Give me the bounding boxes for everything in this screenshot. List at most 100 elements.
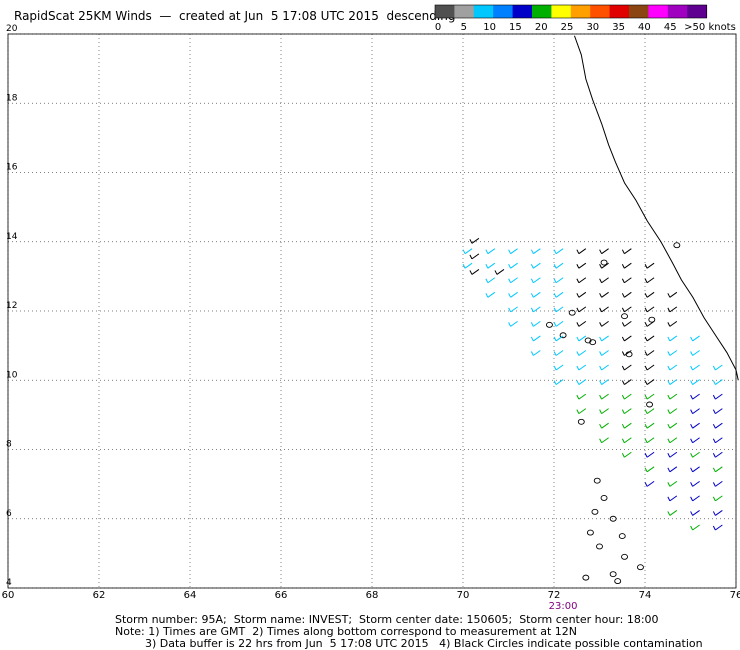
wind-barb — [530, 320, 541, 327]
island-outline — [568, 309, 576, 316]
wind-barb — [667, 495, 678, 502]
wind-barb — [644, 364, 655, 371]
legend-swatch — [454, 5, 475, 18]
wind-barb — [644, 350, 655, 356]
wind-barb — [690, 335, 700, 342]
wind-barb-shaft — [471, 269, 480, 275]
wind-barb-feather — [621, 453, 625, 458]
wind-barb — [599, 437, 609, 444]
wind-barb — [667, 335, 678, 342]
wind-barb — [462, 248, 473, 255]
island-outline — [614, 578, 622, 585]
wind-barb-shaft — [601, 277, 609, 284]
wind-barb-shaft — [715, 393, 723, 400]
wind-barb — [494, 269, 505, 275]
wind-barb — [644, 379, 655, 385]
wind-barb — [621, 422, 632, 429]
island-outline — [600, 259, 608, 266]
wind-barb-shaft — [533, 335, 541, 342]
wind-barb-feather — [644, 438, 648, 443]
wind-barb-feather — [644, 409, 648, 414]
wind-barb-shaft — [624, 248, 632, 255]
wind-barb-shaft — [624, 320, 632, 327]
island-outline — [577, 418, 585, 425]
wind-barb — [690, 495, 700, 502]
legend-swatch — [629, 5, 649, 18]
wind-barb-shaft — [578, 364, 587, 371]
wind-barb-feather — [644, 351, 648, 356]
island-outline — [586, 529, 594, 536]
wind-barb-shaft — [624, 393, 632, 400]
wind-barb-feather — [667, 365, 671, 371]
wind-barb-feather — [621, 365, 625, 371]
wind-barb-shaft — [601, 291, 609, 298]
island-outline — [673, 242, 681, 249]
wind-barb-feather — [712, 423, 716, 429]
wind-barb-feather — [508, 249, 512, 254]
wind-barb — [621, 451, 632, 458]
wind-barb — [712, 364, 723, 371]
wind-barb-shaft — [601, 408, 609, 415]
wind-barb-feather — [621, 293, 625, 298]
wind-barb-shaft — [555, 291, 564, 298]
wind-barb-feather — [576, 365, 580, 371]
wind-barb-feather — [644, 394, 648, 400]
island-outline — [621, 313, 628, 320]
wind-barb-shaft — [578, 350, 587, 356]
wind-barb-shaft — [715, 510, 723, 516]
wind-barb-feather — [712, 394, 716, 400]
wind-barb-feather — [530, 307, 534, 313]
wind-barb — [599, 408, 609, 415]
wind-barb-shaft — [533, 277, 541, 284]
wind-barb — [530, 291, 541, 298]
time-label: 23:00 — [549, 601, 578, 612]
wind-barb-feather — [576, 380, 580, 385]
wind-barb — [644, 480, 655, 487]
wind-barb-shaft — [646, 350, 655, 356]
wind-barb-shaft — [601, 335, 609, 342]
wind-barb-shaft — [555, 277, 564, 284]
wind-barb-feather — [530, 351, 534, 356]
x-tick-label: 60 — [2, 590, 15, 601]
wind-barb-shaft — [692, 379, 700, 385]
wind-barb — [644, 451, 655, 458]
wind-barb — [621, 277, 632, 284]
wind-barb-shaft — [555, 248, 564, 255]
wind-barb-feather — [621, 409, 625, 414]
wind-barb-feather — [644, 336, 648, 342]
wind-barb-shaft — [692, 451, 700, 458]
wind-barb — [553, 291, 564, 298]
wind-barb-feather — [599, 307, 603, 313]
wind-barb-shaft — [692, 480, 700, 487]
wind-barb-shaft — [624, 335, 632, 342]
wind-barb-shaft — [578, 306, 587, 313]
wind-barb — [530, 350, 541, 356]
wind-barb-feather — [462, 249, 466, 254]
wind-barb — [599, 422, 609, 429]
wind-barb-shaft — [624, 422, 632, 429]
wind-barb-shaft — [510, 320, 518, 327]
wind-barb-shaft — [510, 262, 518, 269]
wind-barb — [485, 262, 496, 269]
wind-barb — [485, 291, 496, 298]
wind-barb-feather — [621, 322, 625, 327]
wind-speed-legend: 0 5 10 15 20 25 30 35 40 45 >50 knots — [434, 4, 736, 33]
wind-barb-feather — [599, 423, 603, 429]
wind-barb-shaft — [578, 335, 587, 342]
wind-barb-shaft — [669, 495, 678, 502]
wind-barb-feather — [508, 322, 512, 327]
coastline — [574, 35, 739, 381]
wind-barb-shaft — [624, 306, 632, 313]
wind-barb-feather — [576, 293, 580, 298]
x-tick-label: 72 — [548, 590, 561, 601]
wind-barb-feather — [690, 453, 694, 458]
wind-barb-feather — [667, 482, 671, 487]
wind-barb-feather — [599, 438, 603, 443]
wind-barb-feather — [508, 293, 512, 298]
wind-barb-feather — [690, 380, 694, 385]
y-tick-label: 4 — [6, 578, 12, 588]
wind-barb-feather — [712, 365, 716, 371]
wind-barb-shaft — [646, 466, 655, 473]
wind-barb — [508, 291, 518, 298]
wind-barb-feather — [621, 380, 625, 385]
